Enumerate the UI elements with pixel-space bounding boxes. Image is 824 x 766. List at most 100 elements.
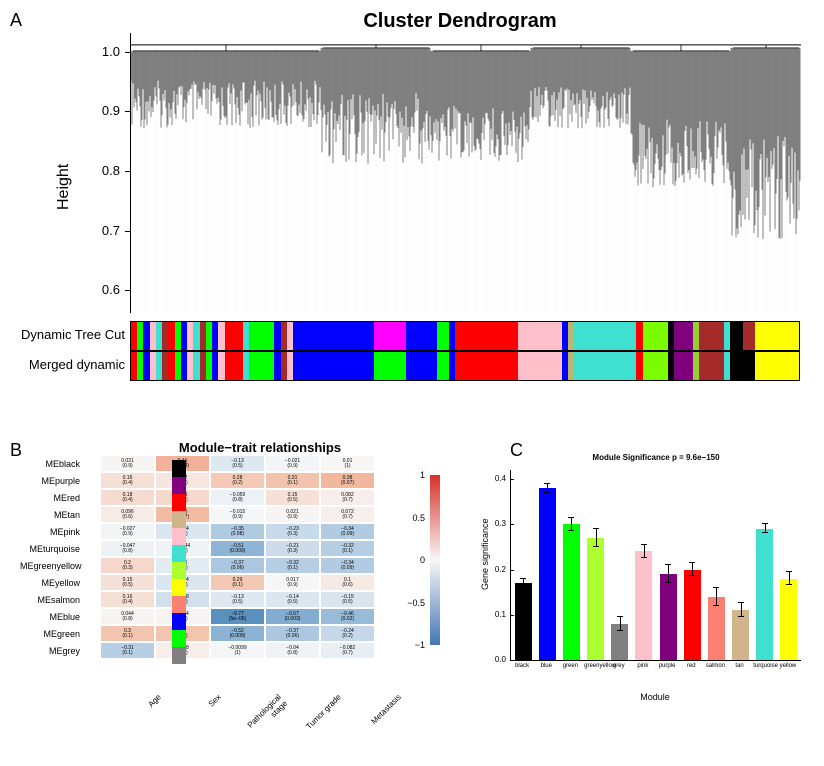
colorbar-tick: 1: [420, 470, 425, 480]
barchart-x-label: Module: [510, 692, 800, 702]
heatmap-cell: −0.46(0.02): [320, 608, 375, 625]
band-segment: [225, 352, 244, 380]
band-segment: [699, 322, 724, 350]
heatmap-col-label: Sex: [178, 689, 233, 744]
panel-a-label: A: [10, 10, 22, 31]
band-segment: [755, 322, 799, 350]
heatmap-row-label: MEblack: [20, 459, 80, 469]
band-label-2: Merged dynamic: [20, 357, 125, 372]
dendro-y-tick: 1.0: [90, 44, 120, 59]
heatmap-cell: −0.34(0.09): [320, 523, 375, 540]
heatmap-cell: 0.18(0.4): [100, 489, 155, 506]
barchart-title: Module Significance p = 9.6e−150: [511, 453, 801, 462]
heatmap-cell: −0.57(0.003): [265, 608, 320, 625]
heatmap-cell: −0.14(0.5): [265, 591, 320, 608]
heatmap-cell: −0.047(0.8): [100, 540, 155, 557]
heatmap-cell: 0.031(0.9): [100, 455, 155, 472]
heatmap-cell: 0.017(0.9): [265, 574, 320, 591]
bar-x-label: tan: [729, 663, 750, 669]
band-segment: [674, 352, 693, 380]
panel-a: A Cluster Dendrogram Height 0.60.70.80.9…: [10, 10, 810, 420]
bar: [539, 488, 556, 660]
heatmap-cell: −0.015(0.9): [210, 506, 265, 523]
bar-x-label: blue: [536, 663, 557, 669]
heatmap-row-label: MEgreen: [20, 629, 80, 639]
band-segment: [699, 352, 724, 380]
heatmap-cell: 0.16(0.4): [100, 472, 155, 489]
heatmap-row-label: MEgreenyellow: [20, 561, 80, 571]
heatmap-col-label: Metastasis: [358, 689, 413, 744]
heatmap-cell: −0.52(0.008): [210, 625, 265, 642]
heatmap-cell: −0.35(0.08): [210, 523, 265, 540]
heatmap-row-color: [172, 460, 186, 477]
heatmap-cell: 0.15(0.5): [265, 489, 320, 506]
band-segment: [518, 352, 562, 380]
heatmap-cell: −0.082(0.7): [320, 642, 375, 659]
heatmap-cell: 0.044(0.8): [100, 608, 155, 625]
band-segment: [406, 322, 437, 350]
heatmap-cell: −0.77(5e−06): [210, 608, 265, 625]
colorbar-tick: −1: [415, 640, 425, 650]
bar-y-tick: 0.2: [495, 565, 506, 574]
band-segment: [437, 322, 449, 350]
heatmap-row-color: [172, 477, 186, 494]
heatmap-cell: 0.021(0.9): [265, 506, 320, 523]
heatmap-cell: −0.15(0.5): [320, 591, 375, 608]
heatmap-cell: 0.01(1): [320, 455, 375, 472]
heatmap-cell: −0.027(0.9): [100, 523, 155, 540]
heatmap-cell: −0.0099(1): [210, 642, 265, 659]
bar-y-tick: 0.1: [495, 610, 506, 619]
band-segment: [643, 322, 668, 350]
band-segment: [374, 352, 405, 380]
panel-c: C Gene significance Module Significance …: [470, 440, 800, 707]
heatmap-row-label: MEpurple: [20, 476, 80, 486]
heatmap-row-label: MEturquoise: [20, 544, 80, 554]
heatmap-col-label: Age: [118, 689, 173, 744]
colorbar-tick: 0: [420, 555, 425, 565]
band-segment: [518, 322, 562, 350]
band-segment: [743, 322, 755, 350]
bar-x-label: green: [560, 663, 581, 669]
dendrogram-title: Cluster Dendrogram: [110, 10, 810, 33]
heatmap-row-label: MEsalmon: [20, 595, 80, 605]
dendro-y-label: Height: [55, 164, 73, 210]
heatmap-cell: 0.15(0.5): [100, 574, 155, 591]
dynamic-tree-cut-band: [130, 321, 800, 351]
heatmap-row-color: [172, 511, 186, 528]
heatmap-cell: −0.37(0.06): [210, 557, 265, 574]
band-segment: [293, 322, 374, 350]
heatmap-cell: 0.28(0.2): [210, 472, 265, 489]
heatmap-cell: −0.31(0.1): [100, 642, 155, 659]
bar-x-label: purple: [657, 663, 678, 669]
heatmap-row-color: [172, 545, 186, 562]
band-segment: [249, 322, 274, 350]
bar-y-tick: 0.4: [495, 474, 506, 483]
heatmap-row-label: MEgrey: [20, 646, 80, 656]
heatmap-row-label: MEred: [20, 493, 80, 503]
bar: [563, 524, 580, 660]
bar: [587, 538, 604, 660]
heatmap-row-color: [172, 613, 186, 630]
band-segment: [574, 352, 636, 380]
heatmap-cell: −0.32(0.1): [265, 557, 320, 574]
heatmap-row-color: [172, 562, 186, 579]
bar: [635, 551, 652, 660]
heatmap-cell: −0.13(0.5): [210, 591, 265, 608]
barchart: Module Significance p = 9.6e−150: [510, 470, 801, 661]
heatmap-cell: −0.51(0.009): [210, 540, 265, 557]
bar-x-label: yellow: [777, 663, 798, 669]
heatmap-x-labels: AgeSexPathological stageTumor gradeMetas…: [100, 659, 460, 707]
dendro-y-tick: 0.6: [90, 282, 120, 297]
bar: [660, 574, 677, 660]
heatmap-cell: −0.059(0.8): [210, 489, 265, 506]
heatmap-cell: −0.24(0.2): [320, 625, 375, 642]
heatmap-cell: 0.16(0.4): [100, 591, 155, 608]
heatmap-row-label: MEyellow: [20, 578, 80, 588]
bar-y-tick: 0.0: [495, 655, 506, 664]
heatmap-row-label: MEblue: [20, 612, 80, 622]
bar-x-label: black: [512, 663, 533, 669]
band-segment: [674, 322, 693, 350]
band-segment: [574, 322, 636, 350]
heatmap-cell: 0.2(0.3): [100, 557, 155, 574]
bar-x-label: grey: [608, 663, 629, 669]
